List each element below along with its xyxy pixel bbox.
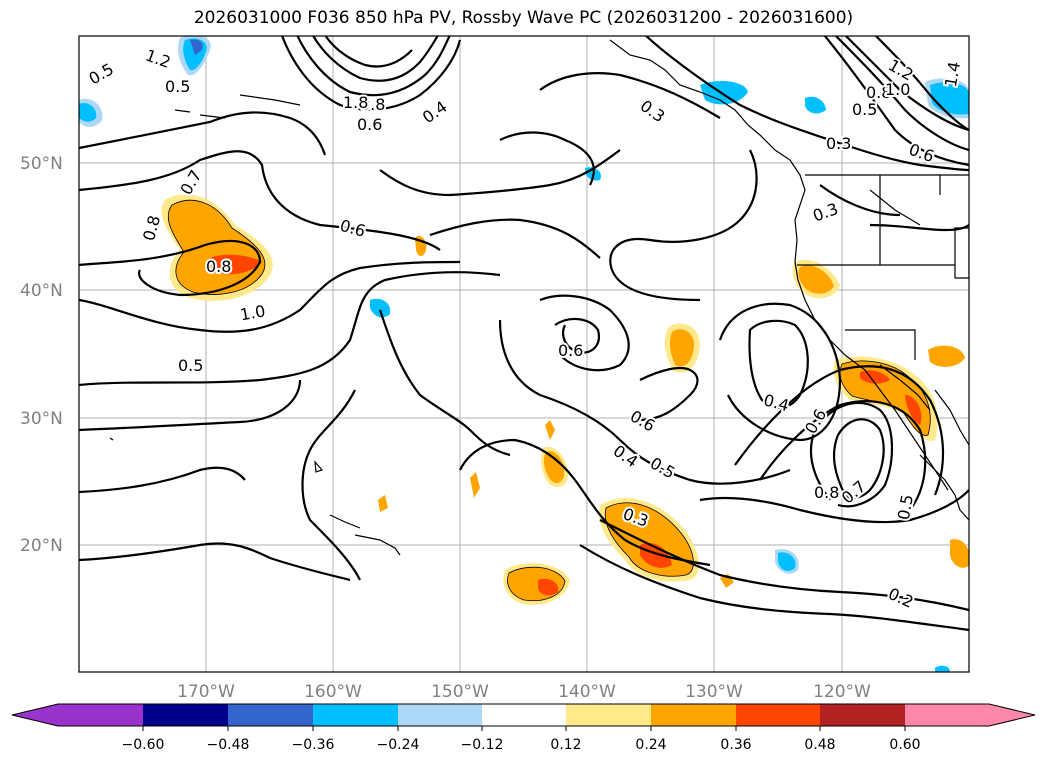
colorbar-bin xyxy=(143,704,228,726)
colorbar-bin xyxy=(566,704,651,726)
coastlines xyxy=(109,39,969,556)
colorbar-bin xyxy=(228,704,313,726)
contour-label: 0.8 xyxy=(864,81,893,104)
svg-text:0.8: 0.8 xyxy=(866,83,891,102)
svg-text:0.5: 0.5 xyxy=(165,77,190,96)
contour-label: 0.5 xyxy=(850,98,879,121)
colorbar-extend-high xyxy=(989,704,1035,726)
colorbar-bin xyxy=(736,704,820,726)
lat-label: 50°N xyxy=(20,154,63,174)
svg-text:0.8: 0.8 xyxy=(206,257,231,276)
svg-text:1.8: 1.8 xyxy=(343,93,368,112)
lat-label: 40°N xyxy=(20,281,63,301)
colorbar-bin xyxy=(398,704,482,726)
colorbar-tick-label: −0.12 xyxy=(461,737,504,753)
contour-label: 1.8 xyxy=(341,91,370,114)
contour-label: 0.6 xyxy=(355,113,384,136)
svg-text:0.5: 0.5 xyxy=(852,100,877,119)
contour-label: 0.6 xyxy=(556,339,585,362)
contour-label: 1.0 xyxy=(883,78,912,101)
colorbar-tick-label: 0.24 xyxy=(635,737,666,753)
lon-label: 170°W xyxy=(177,682,235,702)
lat-label: 20°N xyxy=(20,536,63,556)
colorbar-tick-label: 0.36 xyxy=(720,737,751,753)
map-title: 2026031000 F036 850 hPa PV, Rossby Wave … xyxy=(193,8,854,28)
svg-text:0.3: 0.3 xyxy=(826,134,851,153)
contour-label: 0.8 xyxy=(204,255,233,278)
svg-text:0.6: 0.6 xyxy=(558,341,583,360)
longitude-labels: 170°W 160°W 150°W 140°W 130°W 120°W xyxy=(177,682,871,702)
svg-text:0.8: 0.8 xyxy=(814,483,839,502)
shading-outlines xyxy=(167,199,931,602)
lon-label: 150°W xyxy=(431,682,489,702)
colorbar-tick-label: −0.24 xyxy=(377,737,420,753)
colorbar-tick-label: −0.60 xyxy=(122,737,165,753)
colorbar-bin xyxy=(905,704,989,726)
contour-label: 0.3 xyxy=(824,132,853,155)
colorbar-bin xyxy=(58,704,143,726)
colorbar-bin xyxy=(820,704,905,726)
contour-label: 0.8 xyxy=(358,93,387,116)
colorbar-bin xyxy=(313,704,398,726)
colorbar: −0.60 −0.48 −0.36 −0.24 −0.12 0.12 0.24 … xyxy=(11,703,1036,753)
svg-text:0.8: 0.8 xyxy=(360,95,385,114)
colorbar-tick-label: −0.48 xyxy=(207,737,250,753)
positive-anomaly-fills xyxy=(161,194,969,605)
svg-text:0.5: 0.5 xyxy=(178,356,203,375)
contour-label: 0.5 xyxy=(163,75,192,98)
colorbar-tick-label: 0.48 xyxy=(804,737,835,753)
svg-text:1.0: 1.0 xyxy=(885,80,910,99)
contour-label: 0.5 xyxy=(176,354,205,377)
colorbar-tick-label: 0.60 xyxy=(889,737,920,753)
lon-label: 160°W xyxy=(304,682,362,702)
lon-label: 140°W xyxy=(558,682,616,702)
colorbar-extend-low xyxy=(12,704,58,726)
lon-label: 130°W xyxy=(685,682,743,702)
map-frame xyxy=(78,35,970,673)
contour-label: 0.8 xyxy=(812,481,841,504)
colorbar-bin xyxy=(482,704,566,726)
lat-label: 30°N xyxy=(20,409,63,429)
colorbar-tick-label: 0.12 xyxy=(550,737,581,753)
pv-contours xyxy=(79,36,969,632)
latitude-labels: 50°N 40°N 30°N 20°N xyxy=(20,154,63,556)
lon-label: 120°W xyxy=(813,682,871,702)
svg-text:0.6: 0.6 xyxy=(357,115,382,134)
colorbar-tick-label: −0.36 xyxy=(292,737,335,753)
colorbar-bin xyxy=(651,704,736,726)
